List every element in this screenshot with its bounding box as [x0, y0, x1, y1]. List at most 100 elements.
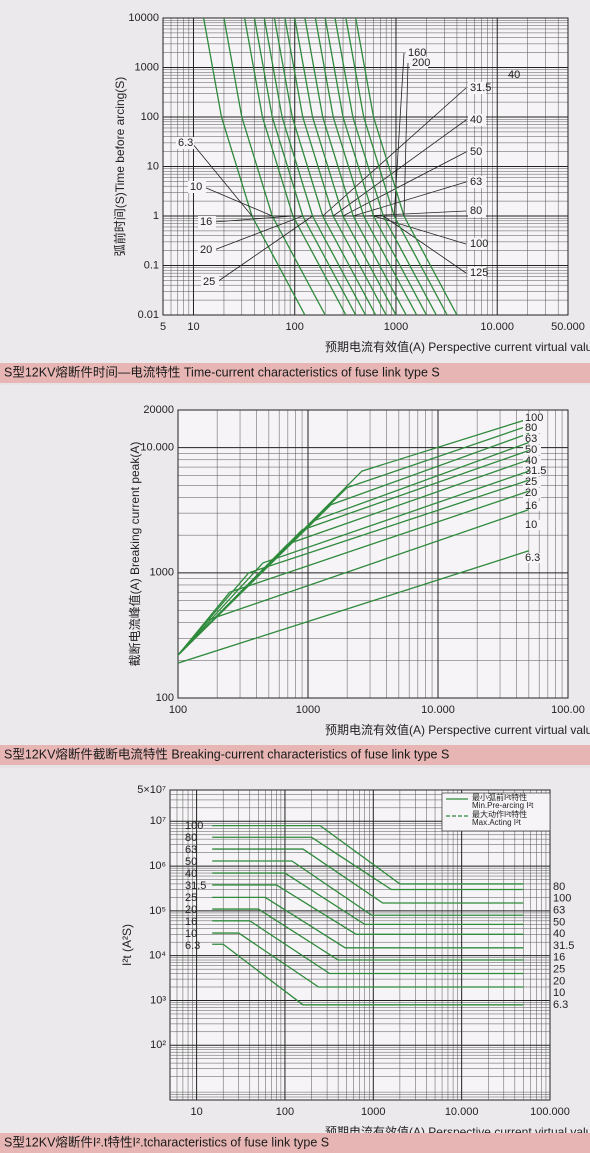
curve-label: 40	[525, 455, 537, 467]
curve-label: 100	[470, 238, 488, 250]
curve-label: 63	[185, 844, 197, 856]
curve	[253, 18, 357, 315]
legend-text: 最大动作I²t特性	[472, 809, 527, 819]
leader-line	[373, 215, 467, 245]
y-axis-title: 截断电流峰值(A) Breaking current peak(A)	[127, 442, 142, 667]
x-tick-label: 10.000	[421, 704, 455, 716]
y-tick-label: 10⁶	[149, 860, 166, 872]
label-bg	[406, 47, 424, 59]
right-label: 20	[553, 975, 565, 987]
curve-label: 25	[525, 476, 537, 488]
curve	[243, 18, 347, 315]
curve	[203, 18, 306, 315]
curve	[178, 470, 530, 656]
curve-label: 31.5	[185, 880, 206, 892]
label-bg	[198, 216, 216, 228]
leader-line	[213, 215, 293, 223]
x-tick-label: 10	[187, 321, 199, 333]
y-tick-label: 10⁵	[149, 905, 166, 917]
x-tick-label: 100	[169, 704, 187, 716]
label-bg	[523, 434, 541, 444]
leader-line	[191, 142, 253, 217]
curve-label: 63	[470, 176, 482, 188]
label-bg	[468, 205, 486, 217]
y-tick-label: 10²	[150, 1039, 166, 1051]
curve-label: 16	[200, 216, 212, 228]
x-tick-label: 1000	[384, 321, 408, 333]
y-tick-label: 10³	[150, 994, 166, 1006]
x-tick-label: 100.000	[530, 1106, 570, 1118]
y-tick-label: 10	[147, 160, 159, 172]
curve-label: 50	[185, 856, 197, 868]
y-tick-label: 10.000	[140, 442, 174, 454]
y-axis-title: 弧前时间(S)Time before arcing(S)	[112, 77, 127, 257]
curve-label: 6.3	[525, 552, 540, 564]
curve-label: 80	[470, 205, 482, 217]
leader-line	[216, 215, 313, 283]
curve	[212, 908, 524, 961]
x-tick-label: 100	[286, 321, 304, 333]
caption: S型12KV熔断件时间—电流特性 Time-current characteri…	[4, 364, 440, 379]
curve-label: 25	[203, 276, 215, 288]
y-tick-label: 100	[141, 111, 159, 123]
label-bg	[410, 57, 428, 69]
curve-label: 16	[525, 500, 537, 512]
right-label: 25	[553, 964, 565, 976]
x-axis-title: 预期电流有效值(A) Perspective current virtual v…	[325, 722, 590, 737]
curve	[212, 836, 524, 891]
leader-line	[213, 215, 303, 251]
curve-label: 160	[408, 47, 426, 59]
caption-bar	[0, 745, 590, 765]
caption: S型12KV熔断件截断电流特性 Breaking-current charact…	[4, 746, 449, 761]
curve-label: 20	[200, 244, 212, 256]
label-bg	[176, 137, 194, 149]
right-label: 50	[553, 916, 565, 928]
leader-line	[363, 210, 467, 217]
y-tick-label: 1000	[150, 567, 174, 579]
curve	[263, 18, 367, 315]
right-label: 100	[553, 893, 571, 905]
curve-label: 31.5	[470, 82, 491, 94]
caption-bar	[0, 1133, 590, 1153]
curve-label: 40	[470, 114, 482, 126]
y-tick-label: 10⁷	[150, 815, 166, 827]
label-bg	[468, 114, 486, 126]
curve	[314, 18, 418, 315]
right-label: 6.3	[553, 999, 568, 1011]
curve	[324, 18, 428, 315]
label-bg	[523, 456, 541, 466]
label-bg	[468, 238, 486, 250]
curve	[212, 920, 524, 975]
leader-line	[403, 62, 409, 217]
curve	[178, 550, 530, 664]
right-label: 16	[553, 952, 565, 964]
leader-line	[332, 119, 467, 217]
right-label: 63	[553, 905, 565, 917]
legend-text: Max.Acting I²t	[472, 818, 522, 827]
label-bg	[188, 181, 206, 193]
y-tick-label: 100	[156, 692, 174, 704]
curve-label: 16	[185, 916, 197, 928]
curve-label: 25	[185, 892, 197, 904]
curve	[212, 896, 524, 949]
y-tick-label: 20000	[143, 404, 174, 416]
curve-label: 80	[525, 422, 537, 434]
curve	[345, 18, 448, 315]
x-tick-label: 10.000	[445, 1106, 479, 1118]
curve-label: 200	[412, 57, 430, 69]
curve-label: 6.3	[178, 137, 193, 149]
label-bg	[468, 82, 486, 94]
label-bg	[523, 501, 541, 511]
y-axis-title: I²t (A²S)	[120, 924, 134, 966]
x-tick-label: 10.000	[480, 321, 514, 333]
legend-text: 最小弧前I²t特性	[472, 792, 527, 802]
legend-text: Min.Pre-arcing I²t	[472, 801, 534, 810]
curve-label: 10	[190, 181, 202, 193]
x-tick-label: 50.000	[551, 321, 585, 333]
curve-label: 10	[525, 519, 537, 531]
y-tick-label: 0.01	[138, 309, 159, 321]
curve-label: 100	[525, 412, 543, 424]
curve	[355, 18, 458, 315]
label-bg	[468, 146, 486, 158]
curve-label: 125	[470, 267, 488, 279]
